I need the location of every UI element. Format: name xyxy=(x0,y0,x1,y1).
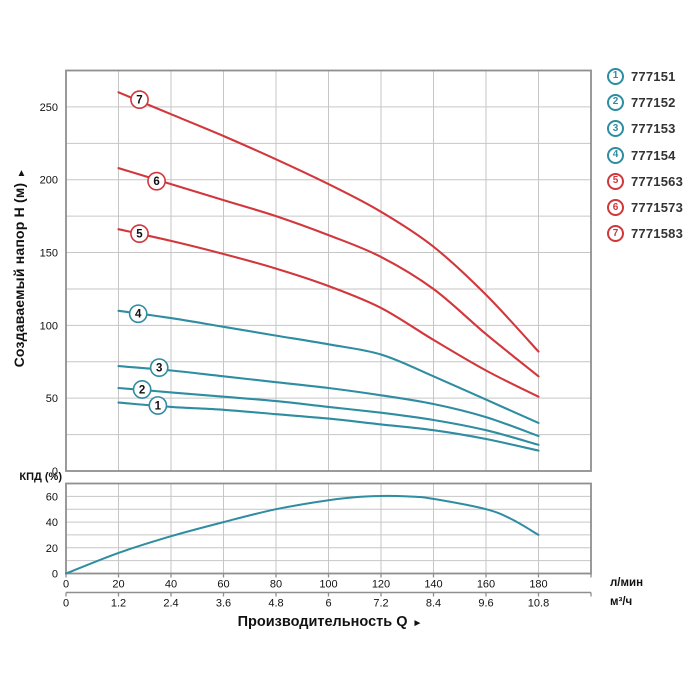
curve-marker-circle-4 xyxy=(128,304,148,324)
y-tick-label-main: 250 xyxy=(40,102,58,114)
legend-marker-number-1: 1 xyxy=(612,70,619,82)
x-axis-title-text: Производительность Q xyxy=(237,614,408,630)
curve-marker-circle-2 xyxy=(132,380,152,399)
x-tick-label-m3h: 1.2 xyxy=(111,598,126,610)
curve-marker-number-1: 1 xyxy=(155,400,162,412)
legend-item-label-1: 777151 xyxy=(631,68,676,84)
curve-marker-circle-3 xyxy=(149,358,169,377)
legend-marker-circle-6: 6 xyxy=(607,199,624,217)
x-tick-label-lmin: 60 xyxy=(217,579,229,591)
curve-7771583 xyxy=(117,91,540,353)
curve-marker-circle-7 xyxy=(130,90,149,110)
curve-marker-circle-5 xyxy=(130,224,149,244)
y-tick-label-eff: 40 xyxy=(46,517,58,529)
legend-marker-number-3: 3 xyxy=(612,122,619,134)
legend-item-7771573: 6 7771573 xyxy=(607,194,683,220)
x-tick-label-m3h: 4.8 xyxy=(268,598,283,610)
efficiency-axis-label: КПД (%) xyxy=(19,471,62,483)
y-tick-label-eff: 20 xyxy=(46,543,58,555)
curve-7771573 xyxy=(117,167,540,378)
legend-marker-circle-3: 3 xyxy=(607,120,624,138)
legend-marker-circle-7: 7 xyxy=(607,225,624,243)
curve-marker-number-3: 3 xyxy=(156,363,162,375)
x-tick-label-m3h: 10.8 xyxy=(528,598,549,610)
legend-item-label-7: 7771583 xyxy=(631,226,684,242)
curve-marker-number-7: 7 xyxy=(136,95,142,107)
legend-marker-number-5: 5 xyxy=(612,175,619,187)
main-chart-border xyxy=(65,69,592,472)
x-tick-label-lmin: 160 xyxy=(477,579,495,591)
legend-marker-number-7: 7 xyxy=(612,227,619,239)
curve-marker-circle-6 xyxy=(147,171,166,191)
curve-777152 xyxy=(117,386,540,446)
x-tick-label-lmin: 80 xyxy=(270,579,282,591)
x-tick-label-lmin: 100 xyxy=(319,579,337,591)
x-tick-label-m3h: 9.6 xyxy=(478,598,493,610)
x-tick-label-m3h: 0 xyxy=(63,598,69,610)
x-tick-label-m3h: 7.2 xyxy=(373,598,388,610)
legend-item-777152: 2 777152 xyxy=(607,89,683,115)
efficiency-curve xyxy=(65,494,540,575)
legend-item-label-5: 7771563 xyxy=(631,173,684,189)
legend-marker-number-4: 4 xyxy=(612,149,619,161)
curve-marker-number-2: 2 xyxy=(139,384,145,396)
y-tick-label-main: 150 xyxy=(40,248,58,260)
y-axis-title-text: Создаваемый напор Н (м) xyxy=(11,182,27,368)
right-arrow-icon: ► xyxy=(412,618,423,629)
x-tick-label-m3h: 6 xyxy=(325,598,331,610)
curve-777154 xyxy=(117,309,540,424)
curve-777151 xyxy=(117,401,540,452)
x-tick-label-lmin: 0 xyxy=(63,579,69,591)
legend-marker-circle-4: 4 xyxy=(607,146,624,164)
unit-label-lmin: л/мин xyxy=(610,577,644,589)
curve-marker-number-4: 4 xyxy=(135,309,142,321)
x-tick-label-m3h: 8.4 xyxy=(426,598,441,610)
curve-marker-circle-1 xyxy=(148,396,168,415)
legend-item-777151: 1 777151 xyxy=(607,63,683,89)
x-axis-title: Производительность Q ► xyxy=(180,614,480,630)
y-tick-label-main: 200 xyxy=(40,175,58,187)
legend-item-label-4: 777154 xyxy=(631,147,676,163)
legend-item-7771563: 5 7771563 xyxy=(607,168,683,194)
y-tick-label-main: 50 xyxy=(46,393,58,405)
x-tick-label-lmin: 180 xyxy=(529,579,547,591)
legend: 1 777151 2 777152 3 777153 4 777154 5 77… xyxy=(607,63,683,247)
x-tick-label-lmin: 20 xyxy=(112,579,124,591)
x-tick-label-lmin: 120 xyxy=(372,579,390,591)
curve-777153 xyxy=(117,365,540,438)
y-axis-title: Создаваемый напор Н (м) ▲ xyxy=(11,168,27,368)
legend-item-777154: 4 777154 xyxy=(607,142,683,168)
x-tick-label-lmin: 140 xyxy=(424,579,442,591)
legend-marker-number-6: 6 xyxy=(612,201,619,213)
legend-item-777153: 3 777153 xyxy=(607,116,683,142)
legend-marker-circle-1: 1 xyxy=(607,67,624,85)
x-tick-label-lmin: 40 xyxy=(165,579,177,591)
curve-marker-number-6: 6 xyxy=(153,176,159,188)
legend-item-7771583: 7 7771583 xyxy=(607,221,683,247)
legend-marker-number-2: 2 xyxy=(612,96,619,108)
legend-item-label-3: 777153 xyxy=(631,121,676,137)
y-tick-label-eff: 0 xyxy=(52,569,58,581)
legend-marker-circle-2: 2 xyxy=(607,93,624,111)
legend-item-label-6: 7771573 xyxy=(631,200,684,216)
curve-marker-number-5: 5 xyxy=(136,229,143,241)
legend-item-label-2: 777152 xyxy=(631,94,676,110)
unit-label-m3h: м³/ч xyxy=(610,596,633,608)
legend-marker-circle-5: 5 xyxy=(607,172,624,190)
x-tick-label-m3h: 2.4 xyxy=(163,598,178,610)
x-tick-label-m3h: 3.6 xyxy=(216,598,231,610)
curve-7771563 xyxy=(117,228,540,398)
up-arrow-icon: ▲ xyxy=(16,168,27,180)
y-tick-label-main: 0 xyxy=(52,466,58,478)
y-tick-label-eff: 60 xyxy=(46,491,58,503)
y-tick-label-main: 100 xyxy=(40,320,58,332)
